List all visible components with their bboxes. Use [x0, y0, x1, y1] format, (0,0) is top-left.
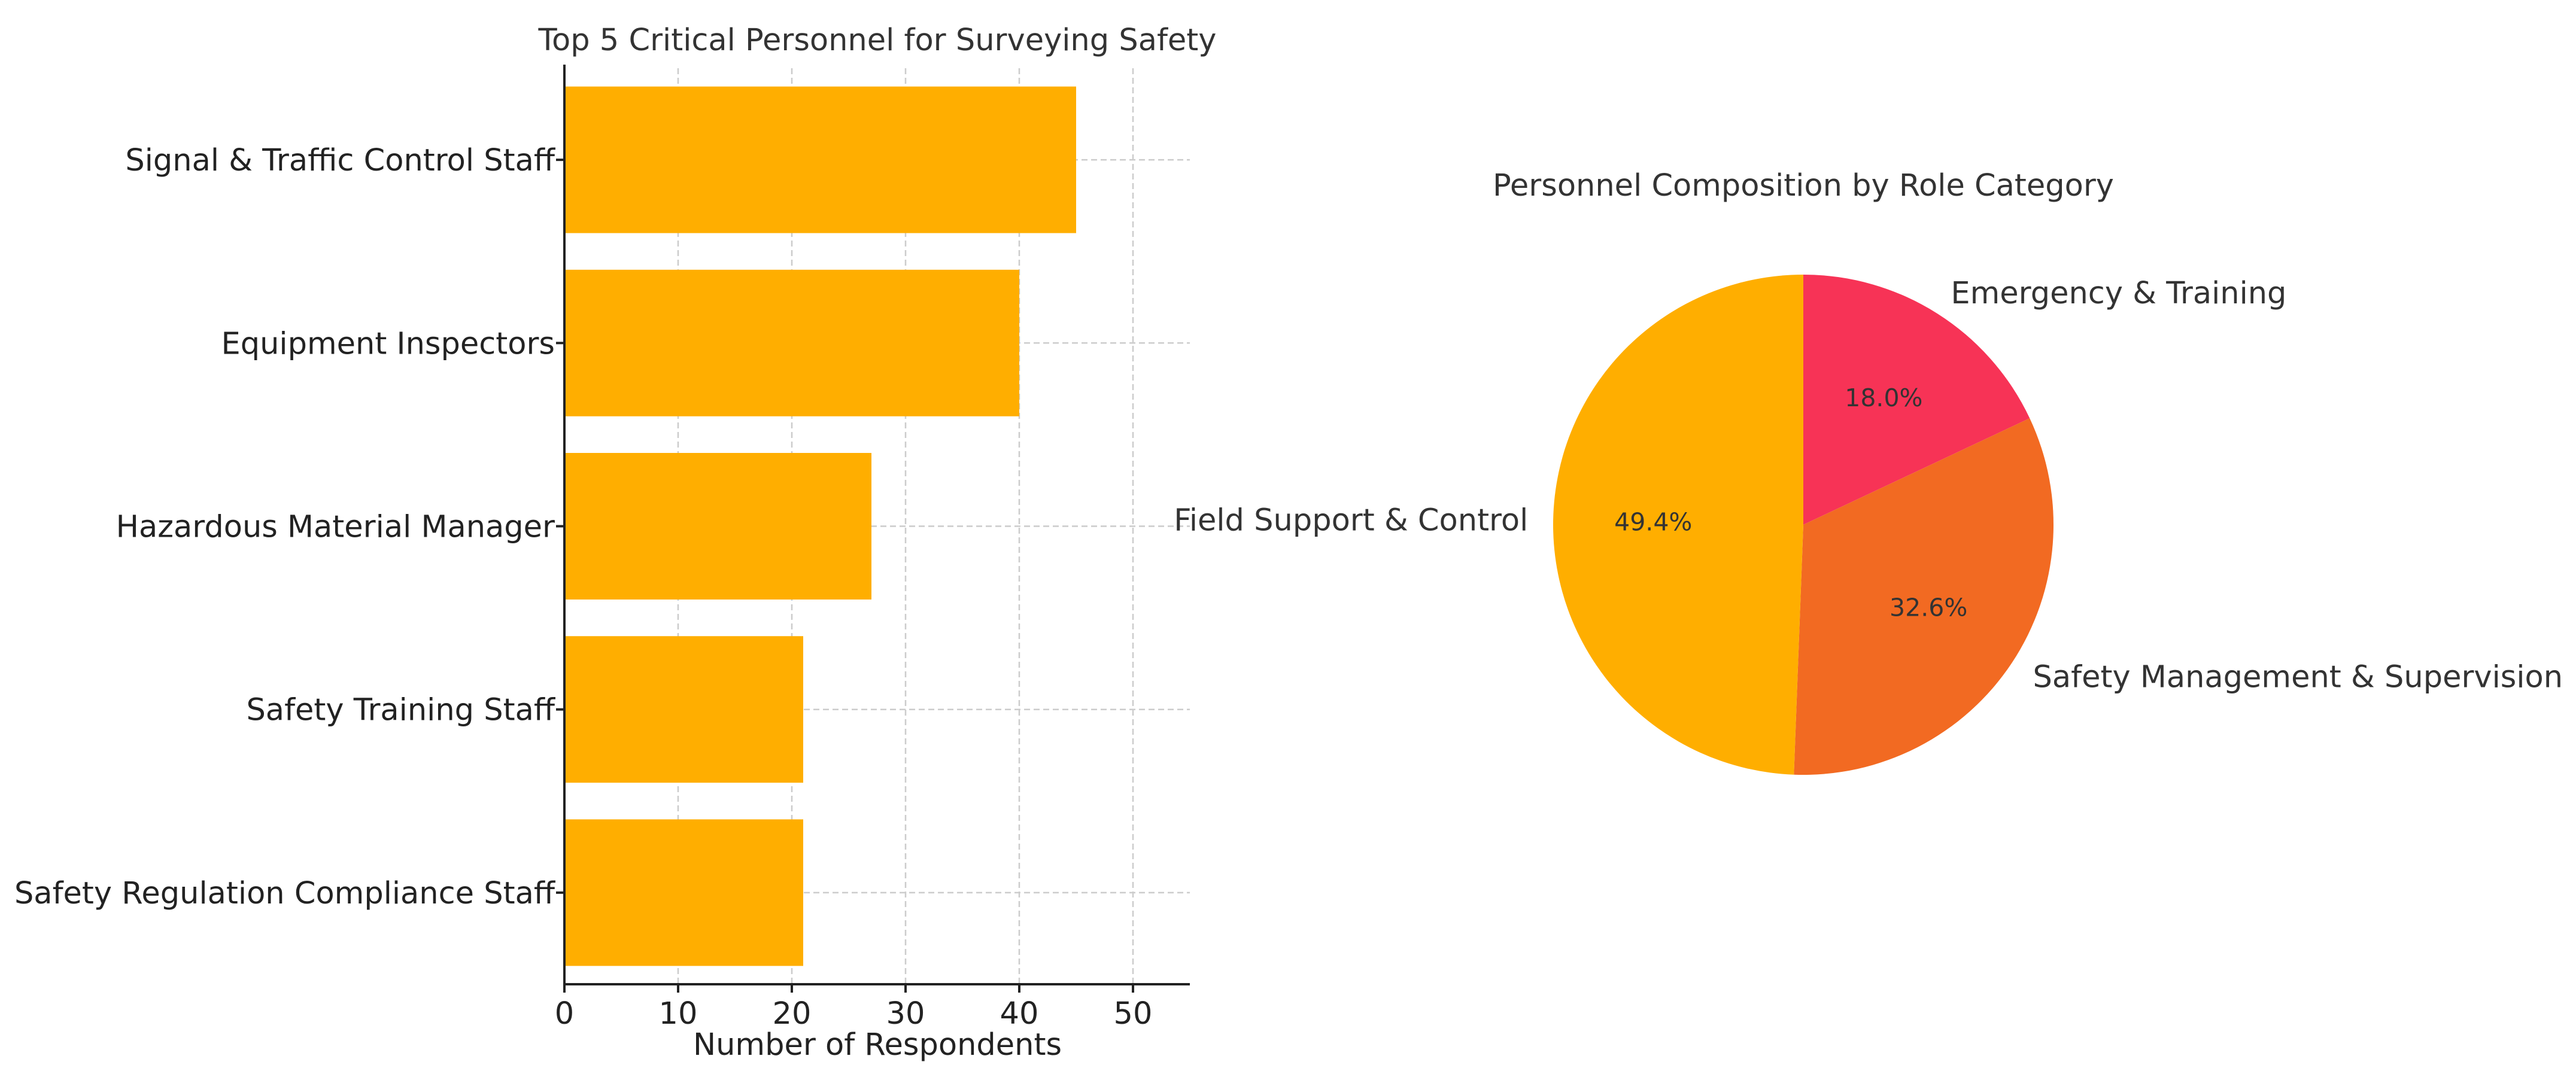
- pie-slice: [1794, 418, 2053, 775]
- pie-percent-label: 18.0%: [1845, 384, 1922, 412]
- y-tick-label: Signal & Traffic Control Staff: [125, 143, 555, 178]
- x-tick-label: 0: [555, 996, 574, 1032]
- bar: [564, 453, 871, 600]
- pie-slices: [1553, 275, 2053, 775]
- pie-percent-label: 32.6%: [1890, 593, 1967, 622]
- pie-category-label: Field Support & Control: [1174, 503, 1528, 538]
- pie-labels: 18.0% Emergency & Training 32.6% Safety Man…: [1174, 276, 2563, 695]
- bar: [564, 636, 803, 783]
- pie-chart-title: Personnel Composition by Role Category: [1493, 168, 2114, 203]
- bar: [564, 86, 1076, 233]
- pie-chart: Personnel Composition by Role Category 1…: [1174, 168, 2563, 775]
- y-tick-label: Safety Regulation Compliance Staff: [14, 876, 556, 911]
- x-tick-label: 30: [886, 996, 925, 1032]
- pie-slice: [1553, 275, 1803, 775]
- bar: [564, 819, 803, 966]
- pie-category-label: Safety Management & Supervision: [2033, 660, 2563, 695]
- bar-axes: [563, 65, 1190, 985]
- x-tick-label: 50: [1114, 996, 1153, 1032]
- bar-series: [564, 86, 1076, 966]
- y-tick-label: Hazardous Material Manager: [116, 510, 555, 545]
- bar-chart-title: Top 5 Critical Personnel for Surveying S…: [538, 23, 1217, 58]
- x-axis-title: Number of Respondents: [693, 1027, 1062, 1063]
- y-tick-label: Equipment Inspectors: [221, 326, 555, 361]
- x-tick-label: 40: [1000, 996, 1039, 1032]
- bar-chart: Top 5 Critical Personnel for Surveying S…: [14, 23, 1217, 1063]
- x-tick-label: 10: [659, 996, 698, 1032]
- bar-gridlines: [563, 68, 1190, 984]
- x-ticks: 0 10 20 30 40 50: [555, 984, 1153, 1032]
- y-tick-label: Safety Training Staff: [246, 693, 555, 728]
- pie-slice: [1803, 275, 2030, 525]
- pie-category-label: Emergency & Training: [1951, 276, 2286, 311]
- pie-percent-label: 49.4%: [1614, 507, 1692, 536]
- x-tick-label: 20: [773, 996, 812, 1032]
- bar: [564, 269, 1019, 416]
- y-tick-labels: Signal & Traffic Control Staff Equipment …: [14, 143, 564, 911]
